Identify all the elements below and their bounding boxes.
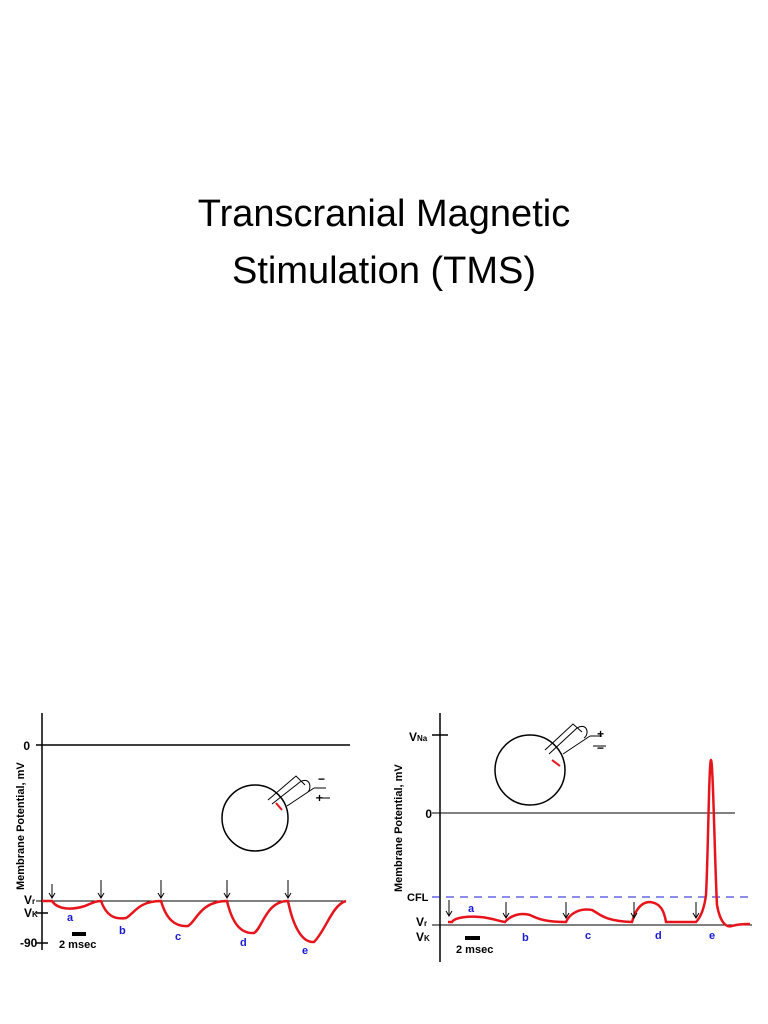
sign: − <box>318 772 325 786</box>
level-label: -90 <box>20 936 38 950</box>
sub: K <box>32 910 38 919</box>
arrows <box>48 880 292 899</box>
electrode-tip <box>275 802 283 811</box>
trace <box>42 899 347 944</box>
electrode <box>544 723 606 755</box>
level-label: Vr <box>416 915 427 929</box>
scale-label: 2 msec <box>59 939 96 951</box>
main: V <box>416 915 424 929</box>
cell <box>494 734 566 806</box>
main: V <box>409 730 417 744</box>
title-line: Transcranial Magnetic <box>198 193 570 235</box>
letter: d <box>655 930 662 942</box>
level-label: VK <box>416 930 430 944</box>
trace <box>448 758 751 928</box>
letter: d <box>240 937 247 949</box>
letter: b <box>119 925 126 937</box>
letter: a <box>468 903 475 915</box>
main: V <box>24 906 32 920</box>
left-figure: Membrane Potential, mV 0 Vr VK -90 a b c… <box>15 713 350 957</box>
arrows <box>445 900 700 919</box>
sub: r <box>424 919 427 928</box>
letter: e <box>709 930 715 942</box>
main: V <box>416 930 424 944</box>
axis-label: Membrane Potential, mV <box>15 762 27 890</box>
electrode <box>267 775 330 807</box>
level-label: CFL <box>407 892 429 904</box>
level-label: VK <box>24 906 38 920</box>
sub: r <box>32 897 35 906</box>
letter: b <box>522 932 529 944</box>
scale-label: 2 msec <box>456 944 493 956</box>
letter: a <box>67 912 74 924</box>
sign: + <box>597 727 604 741</box>
scale-bar <box>465 936 480 940</box>
level-label: Vr <box>24 893 35 907</box>
level-label: 0 <box>23 739 30 753</box>
scale-bar <box>72 932 86 936</box>
right-figure: Membrane Potential, mV VNa 0 CFL Vr VK a… <box>393 713 752 962</box>
letter: e <box>302 945 308 957</box>
sub: Na <box>417 734 428 743</box>
level-label: VNa <box>409 730 428 744</box>
sub: K <box>424 934 430 943</box>
cell <box>221 784 289 852</box>
electrode-tip <box>551 759 561 767</box>
axis-label: Membrane Potential, mV <box>393 764 405 892</box>
sign: + <box>316 791 323 805</box>
main: V <box>24 893 32 907</box>
sign: − <box>597 741 604 755</box>
title-line: Stimulation (TMS) <box>232 250 536 292</box>
letter: c <box>585 930 591 942</box>
level-label: 0 <box>425 807 432 821</box>
letter: c <box>175 931 181 943</box>
